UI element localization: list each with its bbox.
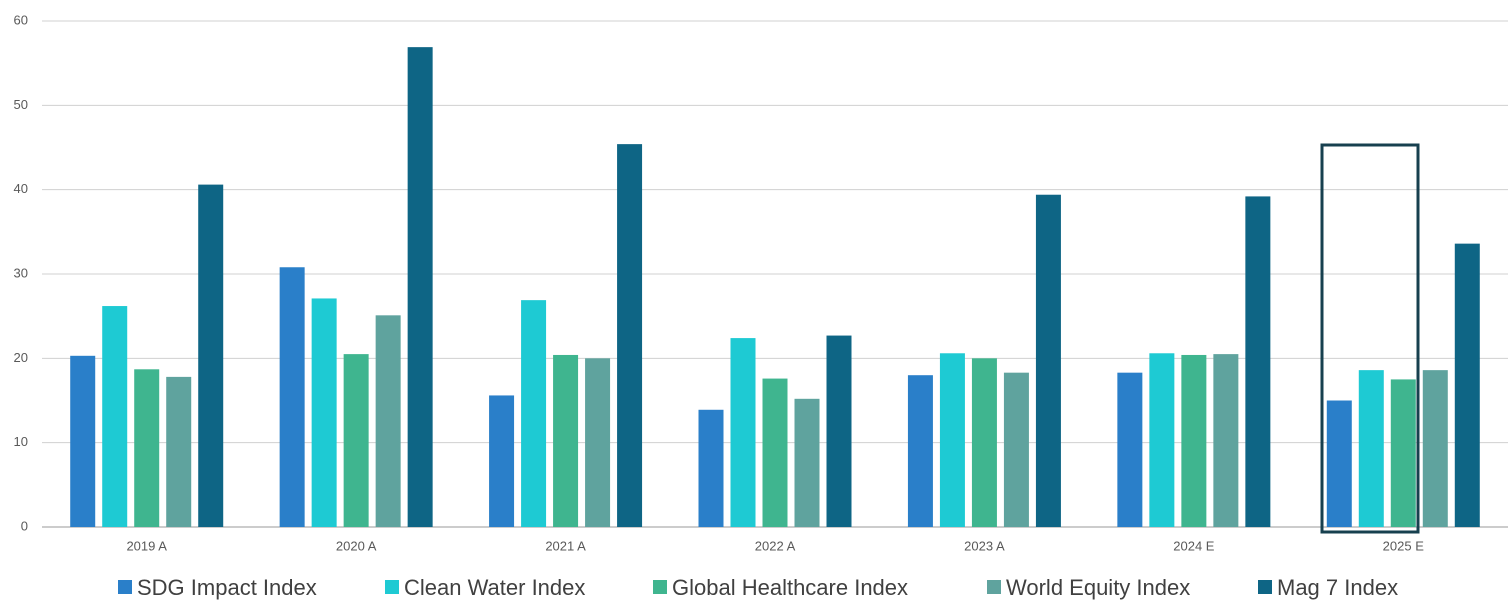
- bar: [617, 144, 643, 528]
- bar: [1422, 370, 1448, 527]
- bar: [1213, 354, 1239, 527]
- x-tick-label: 2021 A: [545, 538, 586, 553]
- y-tick-label: 50: [14, 97, 28, 112]
- legend-swatch: [987, 580, 1001, 594]
- legend-label: SDG Impact Index: [137, 575, 317, 600]
- legend-label: Mag 7 Index: [1277, 575, 1398, 600]
- x-tick-label: 2023 A: [964, 538, 1005, 553]
- bar: [1003, 372, 1029, 527]
- bar: [907, 375, 933, 527]
- bar: [521, 300, 547, 527]
- legend-swatch: [385, 580, 399, 594]
- bar: [102, 306, 128, 527]
- bar: [198, 184, 224, 527]
- y-tick-label: 20: [14, 350, 28, 365]
- bar: [343, 354, 369, 527]
- bar: [1326, 400, 1352, 527]
- bar: [730, 338, 756, 527]
- bar: [971, 358, 997, 527]
- bar: [794, 398, 820, 527]
- bar: [553, 354, 579, 527]
- bar: [407, 47, 433, 527]
- y-tick-label: 30: [14, 265, 28, 280]
- bar: [70, 355, 96, 527]
- bar: [134, 369, 160, 527]
- legend-label: World Equity Index: [1006, 575, 1190, 600]
- legend-swatch: [1258, 580, 1272, 594]
- bar: [311, 298, 337, 527]
- bar: [279, 267, 305, 527]
- bar: [939, 353, 965, 527]
- bar: [1358, 370, 1384, 527]
- bar: [1454, 243, 1480, 527]
- highlight-box: [1320, 143, 1420, 534]
- bar: [762, 378, 788, 527]
- x-tick-label: 2020 A: [336, 538, 377, 553]
- bar: [1035, 194, 1061, 527]
- legend-swatch: [653, 580, 667, 594]
- bar: [1181, 354, 1207, 527]
- x-tick-label: 2022 A: [755, 538, 796, 553]
- x-tick-label: 2025 E: [1383, 538, 1425, 553]
- bar: [375, 315, 401, 527]
- x-tick-label: 2019 A: [126, 538, 167, 553]
- bar: [166, 376, 192, 527]
- bar: [1245, 196, 1271, 527]
- legend-label: Clean Water Index: [404, 575, 585, 600]
- y-tick-label: 10: [14, 434, 28, 449]
- x-tick-label: 2024 E: [1173, 538, 1215, 553]
- y-tick-label: 40: [14, 181, 28, 196]
- bar: [1149, 353, 1175, 527]
- bar: [585, 358, 611, 527]
- bar: [1117, 372, 1143, 527]
- bar: [826, 335, 852, 527]
- y-tick-label: 60: [14, 12, 28, 27]
- legend-swatch: [118, 580, 132, 594]
- bar: [1390, 379, 1416, 527]
- bar: [698, 409, 724, 527]
- bar: [489, 395, 515, 527]
- legend-label: Global Healthcare Index: [672, 575, 908, 600]
- y-tick-label: 0: [21, 518, 28, 533]
